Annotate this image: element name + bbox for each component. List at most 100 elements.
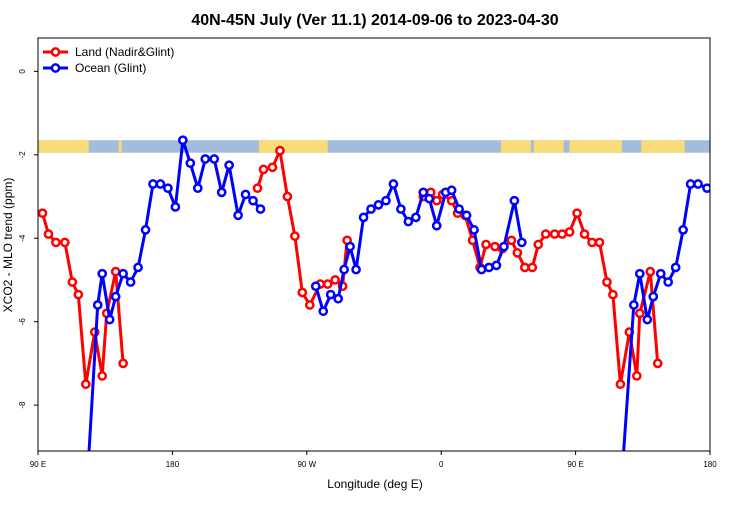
data-point [512, 247, 523, 258]
legend-marker [50, 63, 61, 73]
data-point [564, 227, 575, 237]
data-point [73, 289, 84, 300]
data-point [304, 300, 315, 310]
y-tick-label: -2 [18, 151, 27, 159]
data-point [490, 241, 500, 252]
data-point [388, 179, 399, 189]
data-point [418, 187, 429, 198]
data-point [506, 235, 517, 246]
data-point [693, 179, 703, 189]
data-point [155, 179, 166, 189]
data-point [200, 154, 211, 164]
series-ocean [87, 135, 710, 451]
data-point [290, 231, 300, 242]
data-point [678, 225, 688, 235]
data-point [527, 262, 538, 273]
data-point [499, 241, 509, 252]
data-point [461, 210, 472, 221]
data-point [178, 135, 188, 146]
data-point [51, 237, 61, 248]
land-band-segment [500, 140, 531, 153]
data-point [476, 264, 487, 275]
data-point [125, 277, 136, 287]
land-band-segment [118, 140, 122, 153]
data-point [192, 183, 203, 194]
data-point [275, 145, 285, 156]
data-point [655, 268, 666, 279]
data-point [366, 204, 376, 214]
x-tick-label: 180 [166, 460, 180, 469]
legend-label: Land (Nadir&Glint) [75, 45, 174, 59]
data-point [38, 208, 48, 219]
data-point [240, 189, 251, 200]
data-point [310, 281, 321, 292]
data-point [519, 262, 530, 273]
chart-title: 40N-45N July (Ver 11.1) 2014-09-06 to 20… [191, 12, 558, 29]
series-line [622, 182, 708, 451]
y-tick-label: 0 [18, 69, 27, 74]
data-point [642, 314, 653, 325]
data-point [685, 179, 696, 189]
data-point [587, 237, 597, 248]
land-ocean-band [38, 140, 710, 153]
series-land [38, 145, 663, 390]
plot-frame [37, 37, 711, 452]
data-point [702, 183, 710, 194]
y-tick-label: -4 [18, 234, 27, 242]
data-point [252, 183, 263, 194]
x-tick-label: 90 E [567, 460, 583, 469]
data-point [469, 225, 479, 235]
data-point [330, 275, 341, 285]
land-band-segment [641, 140, 685, 153]
data-point [233, 210, 243, 221]
data-point [140, 225, 151, 235]
x-tick-label: 90 E [30, 460, 46, 469]
data-point [80, 379, 91, 390]
y-tick-label: -6 [18, 318, 27, 326]
data-point [318, 306, 329, 317]
data-point [185, 158, 196, 169]
data-point [509, 195, 520, 206]
data-point [110, 291, 121, 302]
data-point [454, 204, 464, 214]
data-point [104, 314, 115, 325]
series-line [422, 190, 660, 386]
data-point [258, 164, 269, 175]
data-point [424, 193, 435, 204]
land-band-segment [569, 140, 622, 153]
y-axis: 0 -2 -4 -6 -8 [18, 69, 38, 409]
series-layer [38, 135, 710, 451]
land-band-segment [533, 140, 564, 153]
data-point [549, 229, 560, 239]
data-point [396, 204, 406, 214]
data-point [410, 212, 421, 223]
data-point [645, 266, 656, 277]
y-axis-label: XCO2 - MLO trend (ppm) [1, 178, 15, 313]
data-point [615, 379, 626, 390]
data-point [216, 187, 227, 198]
x-tick-label: 180 [703, 460, 717, 469]
data-point [634, 308, 645, 319]
data-point [224, 160, 234, 171]
data-point [628, 300, 639, 310]
data-point [663, 277, 674, 287]
data-point [533, 239, 544, 250]
data-point [322, 279, 333, 289]
data-point [446, 185, 457, 196]
data-point [118, 268, 128, 279]
legend: Land (Nadir&Glint) Ocean (Glint) [43, 45, 174, 75]
data-point [110, 266, 121, 277]
data-point [282, 191, 293, 202]
x-axis: 90 E 180 90 W 0 90 E 180 [30, 451, 717, 469]
x-axis-label: Longitude (deg E) [327, 477, 422, 491]
x-tick-label: 90 W [297, 460, 316, 469]
data-point [248, 195, 258, 206]
data-point [170, 202, 181, 212]
data-point [209, 154, 220, 164]
data-point [148, 179, 158, 189]
data-point [572, 208, 582, 219]
data-point [297, 287, 308, 298]
data-point [431, 195, 442, 206]
data-point [60, 237, 70, 248]
data-point [92, 300, 103, 310]
